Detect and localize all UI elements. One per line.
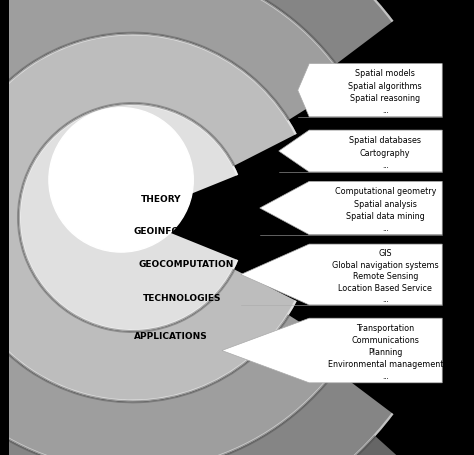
Wedge shape bbox=[0, 0, 348, 455]
Wedge shape bbox=[17, 103, 236, 333]
Wedge shape bbox=[0, 0, 376, 455]
Text: GIS: GIS bbox=[378, 248, 392, 258]
Text: APPLICATIONS: APPLICATIONS bbox=[134, 331, 207, 340]
Text: GEOCOMPUTATION: GEOCOMPUTATION bbox=[138, 259, 233, 268]
Text: Transportation: Transportation bbox=[356, 323, 414, 332]
Wedge shape bbox=[0, 0, 429, 455]
Text: Location Based Service: Location Based Service bbox=[338, 283, 432, 292]
Text: ...: ... bbox=[382, 162, 389, 168]
Text: ...: ... bbox=[382, 108, 389, 114]
Text: ...: ... bbox=[382, 373, 389, 379]
Text: Computational geometry: Computational geometry bbox=[335, 187, 436, 196]
Text: GEOINFORMATION: GEOINFORMATION bbox=[133, 227, 227, 236]
Polygon shape bbox=[222, 318, 442, 383]
Text: Spatial reasoning: Spatial reasoning bbox=[350, 94, 420, 103]
Wedge shape bbox=[0, 34, 297, 402]
Wedge shape bbox=[0, 0, 348, 455]
Text: Spatial analysis: Spatial analysis bbox=[354, 199, 417, 208]
Polygon shape bbox=[279, 131, 442, 172]
Text: Environmental management: Environmental management bbox=[328, 359, 443, 369]
Text: ...: ... bbox=[382, 296, 389, 302]
Polygon shape bbox=[241, 245, 442, 305]
Circle shape bbox=[85, 148, 157, 220]
Text: Global navigation systems: Global navigation systems bbox=[332, 260, 438, 269]
Text: TECHNOLOGIES: TECHNOLOGIES bbox=[143, 293, 221, 302]
Wedge shape bbox=[0, 34, 297, 402]
Text: Spatial algorithms: Spatial algorithms bbox=[348, 81, 422, 91]
Text: Remote Sensing: Remote Sensing bbox=[353, 272, 418, 281]
Polygon shape bbox=[298, 65, 442, 117]
Wedge shape bbox=[0, 0, 393, 455]
Wedge shape bbox=[18, 104, 238, 332]
Text: Communications: Communications bbox=[351, 335, 419, 344]
Text: ...: ... bbox=[382, 225, 389, 231]
Wedge shape bbox=[0, 0, 393, 455]
Text: Spatial data mining: Spatial data mining bbox=[346, 212, 425, 220]
Text: Cartography: Cartography bbox=[360, 148, 410, 157]
Wedge shape bbox=[0, 0, 337, 455]
Wedge shape bbox=[18, 104, 238, 332]
Circle shape bbox=[49, 108, 193, 253]
Text: Spatial models: Spatial models bbox=[355, 69, 415, 78]
Text: THEORY: THEORY bbox=[141, 195, 181, 203]
Wedge shape bbox=[0, 33, 290, 404]
Wedge shape bbox=[0, 0, 429, 455]
Text: Spatial databases: Spatial databases bbox=[349, 136, 421, 145]
Polygon shape bbox=[260, 182, 442, 235]
Circle shape bbox=[67, 128, 175, 236]
Text: Planning: Planning bbox=[368, 348, 402, 356]
